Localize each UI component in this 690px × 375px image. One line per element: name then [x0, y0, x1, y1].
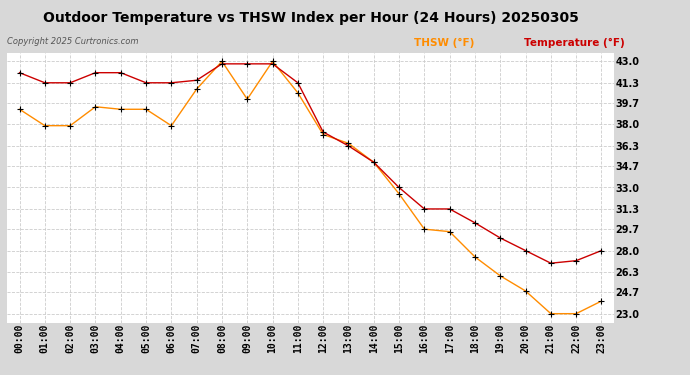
Text: Outdoor Temperature vs THSW Index per Hour (24 Hours) 20250305: Outdoor Temperature vs THSW Index per Ho… [43, 11, 578, 25]
Text: Copyright 2025 Curtronics.com: Copyright 2025 Curtronics.com [7, 38, 139, 46]
Text: THSW (°F): THSW (°F) [414, 38, 475, 48]
Text: Temperature (°F): Temperature (°F) [524, 38, 625, 48]
